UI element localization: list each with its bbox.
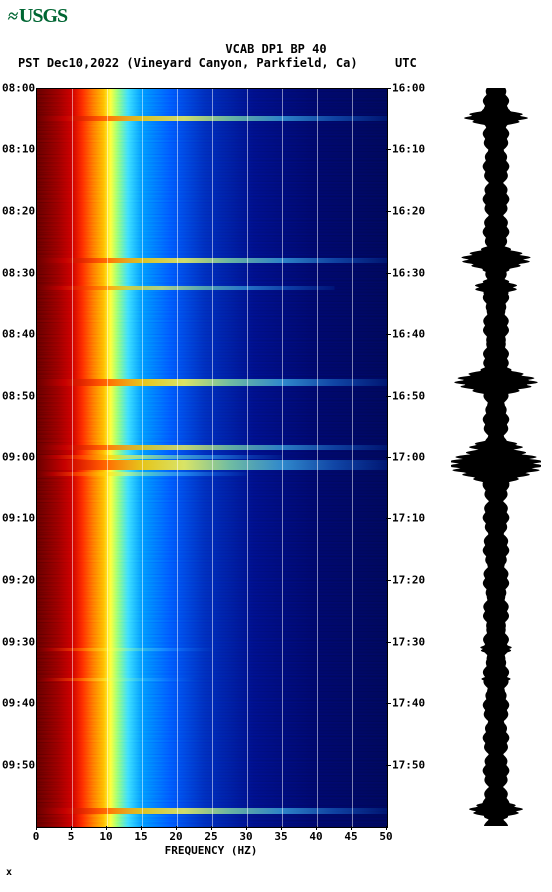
y-tick-left: 09:10 xyxy=(2,512,35,525)
x-axis-label: FREQUENCY (HZ) xyxy=(36,844,386,857)
y-tick-left: 09:30 xyxy=(2,635,35,648)
y-tick-mark xyxy=(386,518,391,519)
y-tick-right: 17:20 xyxy=(392,574,425,587)
x-tick: 40 xyxy=(309,830,322,843)
x-tick: 0 xyxy=(33,830,40,843)
y-tick-mark xyxy=(386,642,391,643)
grid-vertical xyxy=(352,89,353,827)
waveform-svg xyxy=(450,88,542,826)
grid-vertical xyxy=(72,89,73,827)
grid-vertical xyxy=(247,89,248,827)
x-tick: 45 xyxy=(344,830,357,843)
y-tick-mark xyxy=(386,149,391,150)
y-tick-right: 16:50 xyxy=(392,389,425,402)
x-tick-mark xyxy=(141,826,142,830)
usgs-logo: ≈USGS xyxy=(8,5,67,28)
x-tick-mark xyxy=(281,826,282,830)
x-tick-mark xyxy=(211,826,212,830)
footer-mark: x xyxy=(6,867,12,878)
y-tick-right: 16:00 xyxy=(392,82,425,95)
x-tick-mark xyxy=(176,826,177,830)
y-tick-mark xyxy=(386,765,391,766)
y-tick-right: 17:50 xyxy=(392,758,425,771)
x-tick: 30 xyxy=(239,830,252,843)
grid-vertical xyxy=(177,89,178,827)
x-tick-mark xyxy=(36,826,37,830)
x-tick: 50 xyxy=(379,830,392,843)
x-tick: 10 xyxy=(99,830,112,843)
x-tick: 35 xyxy=(274,830,287,843)
y-tick-left: 09:20 xyxy=(2,574,35,587)
plot-subtitle: PST Dec10,2022 (Vineyard Canyon, Parkfie… xyxy=(18,56,358,70)
spectrogram-plot xyxy=(36,88,388,828)
y-tick-left: 08:20 xyxy=(2,205,35,218)
y-tick-right: 16:10 xyxy=(392,143,425,156)
y-tick-right: 17:40 xyxy=(392,696,425,709)
x-tick-mark xyxy=(316,826,317,830)
x-tick: 20 xyxy=(169,830,182,843)
y-tick-left: 09:50 xyxy=(2,758,35,771)
grid-vertical xyxy=(142,89,143,827)
x-tick-mark xyxy=(106,826,107,830)
y-tick-right: 17:30 xyxy=(392,635,425,648)
x-tick: 25 xyxy=(204,830,217,843)
utc-label: UTC xyxy=(395,56,417,70)
waveform-plot xyxy=(450,88,542,826)
logo-wave-icon: ≈ xyxy=(6,6,19,27)
y-tick-right: 16:30 xyxy=(392,266,425,279)
y-tick-right: 17:00 xyxy=(392,451,425,464)
y-tick-left: 09:40 xyxy=(2,696,35,709)
plot-title: VCAB DP1 BP 40 xyxy=(0,42,552,56)
x-tick-mark xyxy=(246,826,247,830)
x-tick: 15 xyxy=(134,830,147,843)
grid-vertical xyxy=(317,89,318,827)
y-tick-mark xyxy=(386,334,391,335)
y-tick-mark xyxy=(386,273,391,274)
logo-text: USGS xyxy=(19,5,67,27)
grid-vertical xyxy=(212,89,213,827)
y-tick-left: 09:00 xyxy=(2,451,35,464)
y-tick-left: 08:50 xyxy=(2,389,35,402)
y-tick-right: 16:20 xyxy=(392,205,425,218)
y-tick-mark xyxy=(386,457,391,458)
waveform-polygon xyxy=(451,88,541,826)
x-tick-mark xyxy=(351,826,352,830)
y-tick-right: 16:40 xyxy=(392,327,425,340)
grid-vertical xyxy=(107,89,108,827)
y-tick-mark xyxy=(386,580,391,581)
y-tick-left: 08:00 xyxy=(2,82,35,95)
y-tick-mark xyxy=(386,211,391,212)
y-tick-left: 08:40 xyxy=(2,327,35,340)
y-tick-mark xyxy=(386,396,391,397)
x-tick-mark xyxy=(71,826,72,830)
y-tick-right: 17:10 xyxy=(392,512,425,525)
grid-vertical xyxy=(282,89,283,827)
x-tick-mark xyxy=(386,826,387,830)
y-tick-mark xyxy=(386,703,391,704)
y-tick-left: 08:10 xyxy=(2,143,35,156)
y-tick-left: 08:30 xyxy=(2,266,35,279)
x-tick: 5 xyxy=(68,830,75,843)
y-tick-mark xyxy=(386,88,391,89)
